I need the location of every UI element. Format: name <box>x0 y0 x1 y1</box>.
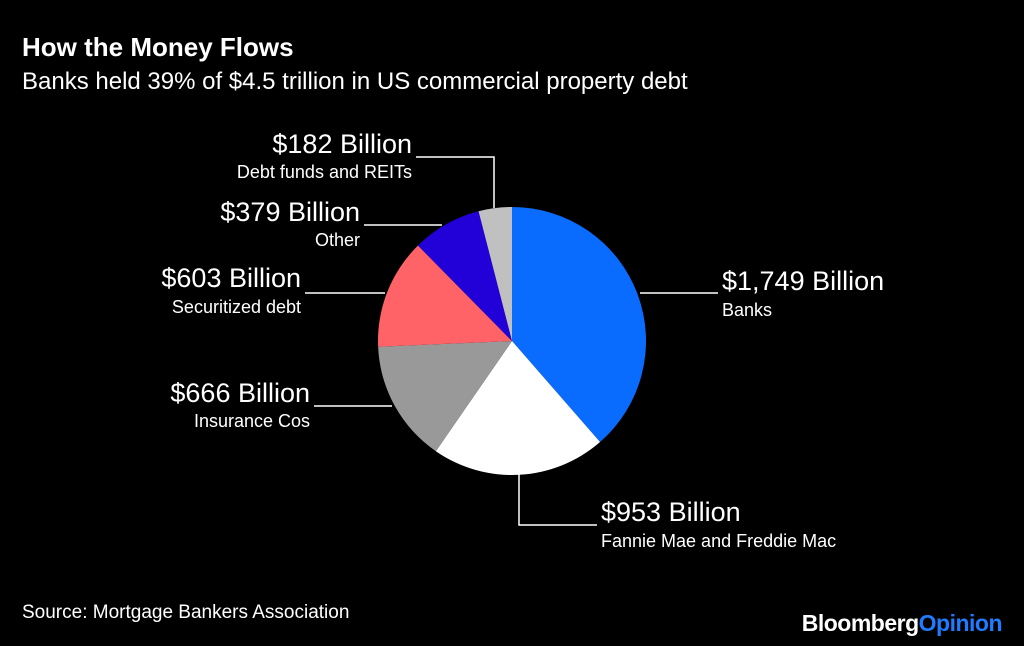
leader-lines <box>305 156 718 526</box>
chart-title: How the Money Flows <box>22 32 294 62</box>
category-label-fannie-mae-and-freddie-mac: Fannie Mae and Freddie Mac <box>601 531 836 551</box>
value-label-other: $379 Billion <box>220 197 360 227</box>
category-label-securitized-debt: Securitized debt <box>172 297 301 317</box>
leader-line-debt-funds-and-reits <box>416 156 495 208</box>
value-label-banks: $1,749 Billion <box>722 266 884 296</box>
value-label-debt-funds-and-reits: $182 Billion <box>272 129 412 159</box>
source-note: Source: Mortgage Bankers Association <box>22 602 350 623</box>
brand-suffix: Opinion <box>918 610 1003 636</box>
category-label-insurance-cos: Insurance Cos <box>194 411 310 431</box>
value-label-securitized-debt: $603 Billion <box>161 263 301 293</box>
pie-slice-debt-funds-and-reits <box>478 207 512 341</box>
pie-slices <box>377 207 647 476</box>
pie-slice-securitized-debt <box>377 245 512 347</box>
value-label-insurance-cos: $666 Billion <box>170 378 310 408</box>
leader-line-fannie-mae-and-freddie-mac <box>518 474 597 526</box>
pie-slice-insurance-cos <box>378 341 512 452</box>
category-label-other: Other <box>315 230 360 250</box>
pie-slice-banks <box>512 207 647 443</box>
brand-name: Bloomberg <box>801 610 919 636</box>
brand-logo: BloombergOpinion <box>801 610 1003 637</box>
value-label-fannie-mae-and-freddie-mac: $953 Billion <box>601 497 741 527</box>
pie-slice-fannie-mae-and-freddie-mac <box>435 341 601 476</box>
category-label-debt-funds-and-reits: Debt funds and REITs <box>237 162 412 182</box>
category-label-banks: Banks <box>722 300 772 320</box>
slice-labels: $1,749 Billion Banks $953 Billion Fannie Ma… <box>161 129 884 551</box>
pie-slice-other <box>417 211 512 341</box>
chart-subtitle: Banks held 39% of $4.5 trillion in US co… <box>22 68 688 95</box>
